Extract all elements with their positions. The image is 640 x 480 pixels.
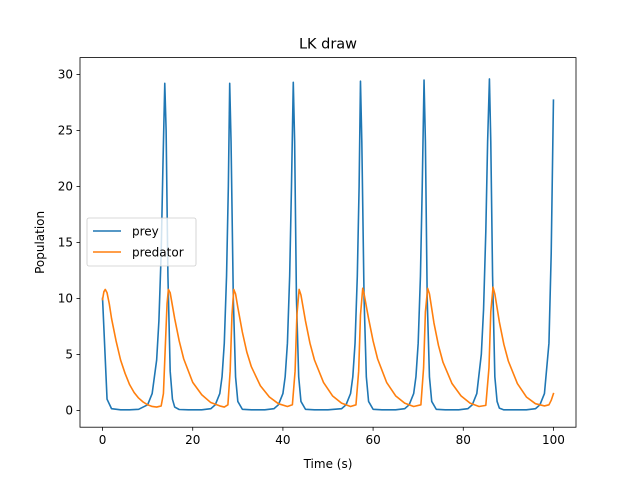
x-axis-label: Time (s) bbox=[303, 457, 353, 471]
legend-frame bbox=[86, 217, 197, 267]
series-line-predator bbox=[101, 286, 555, 408]
y-axis-ticks: 0 5 10 15 20 25 30 bbox=[58, 68, 80, 418]
plot-frame bbox=[79, 57, 577, 428]
y-tick-label: 10 bbox=[58, 292, 73, 306]
x-tick-label: 80 bbox=[456, 433, 471, 447]
x-axis-ticks: 0 20 40 60 80 100 bbox=[99, 427, 565, 447]
x-tick-label: 0 bbox=[99, 433, 107, 447]
y-axis-label: Population bbox=[33, 211, 47, 274]
legend: prey predator bbox=[86, 217, 197, 267]
y-tick-label: 20 bbox=[58, 180, 73, 194]
legend-label-prey: prey bbox=[132, 224, 159, 238]
y-tick-label: 25 bbox=[58, 124, 73, 138]
chart-title: LK draw bbox=[299, 37, 357, 53]
x-tick-label: 20 bbox=[185, 433, 200, 447]
x-tick-label: 40 bbox=[275, 433, 290, 447]
x-tick-label: 100 bbox=[542, 433, 565, 447]
series-lines bbox=[101, 78, 555, 411]
y-tick-label: 30 bbox=[58, 68, 73, 82]
y-tick-label: 5 bbox=[65, 348, 73, 362]
y-tick-label: 0 bbox=[65, 404, 73, 418]
x-tick-label: 60 bbox=[365, 433, 380, 447]
series-line-prey bbox=[101, 78, 555, 411]
legend-label-predator: predator bbox=[132, 245, 184, 259]
y-tick-label: 15 bbox=[58, 236, 73, 250]
